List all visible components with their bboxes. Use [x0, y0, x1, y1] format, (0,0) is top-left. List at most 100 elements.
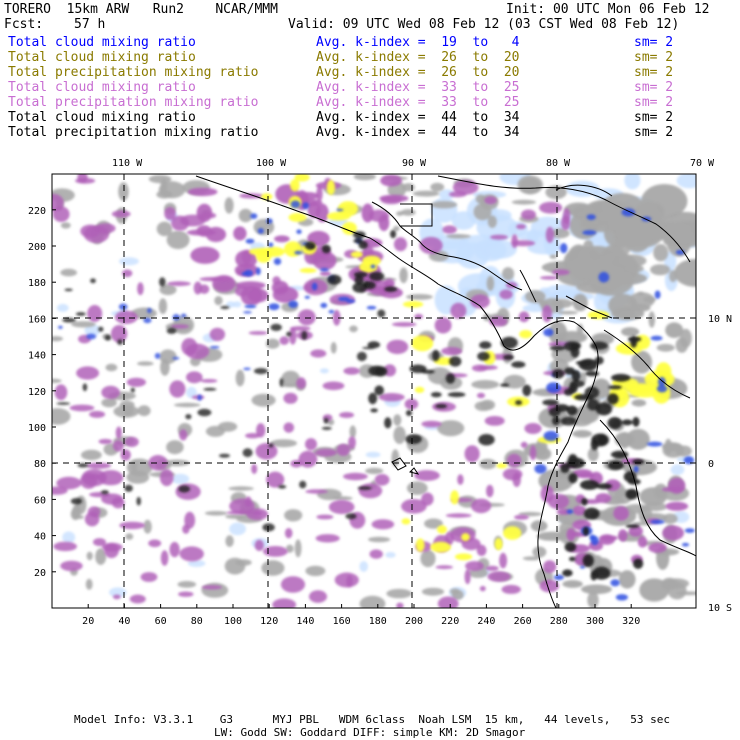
lon-label: 70 W — [690, 158, 715, 169]
yellow-precip-cell — [461, 533, 470, 542]
gray-cloud-cell — [225, 535, 234, 547]
gray-cloud-cell — [214, 296, 223, 306]
gray-cloud-cell — [270, 439, 298, 448]
gray-cloud-cell — [629, 304, 651, 312]
black-cloud-cell — [611, 373, 631, 382]
legend-field-name: Total cloud mixing ratio — [8, 110, 196, 125]
purple-cloud-cell — [521, 209, 536, 220]
purple-cloud-cell — [386, 339, 409, 355]
x-tick-label: 260 — [514, 616, 532, 627]
purple-cloud-field — [52, 174, 689, 608]
legend-sm: sm= 2 — [634, 125, 674, 140]
purple-cloud-cell — [255, 443, 278, 460]
light-blue-cloud-cell — [670, 464, 685, 476]
purple-cloud-cell — [543, 560, 557, 574]
black-cloud-cell — [590, 341, 608, 350]
yellow-precip-cell — [288, 212, 307, 222]
legend-sm: sm= 2 — [634, 50, 674, 65]
blue-cloud-cell — [633, 465, 639, 473]
x-tick-label: 80 — [191, 616, 203, 627]
gray-cloud-cell — [137, 361, 154, 366]
black-cloud-cell — [185, 414, 192, 420]
black-cloud-cell — [625, 524, 640, 528]
black-cloud-cell — [607, 417, 622, 430]
black-cloud-cell — [220, 305, 230, 310]
physics-info: LW: Godd SW: Goddard DIFF: simple KM: 2D… — [214, 726, 526, 739]
gray-cloud-cell — [400, 209, 416, 216]
legend-field-name: Total precipitation mixing ratio — [8, 95, 259, 110]
black-cloud-cell — [435, 404, 448, 409]
purple-cloud-cell — [53, 541, 77, 552]
blue-cloud-cell — [610, 579, 620, 587]
purple-cloud-cell — [89, 410, 106, 418]
gray-cloud-cell — [562, 580, 583, 588]
blue-cloud-cell — [370, 264, 376, 269]
gray-cloud-cell — [359, 595, 386, 608]
gray-cloud-cell — [251, 393, 276, 407]
gray-cloud-cell — [412, 190, 440, 197]
purple-cloud-cell — [284, 528, 293, 539]
galapagos-islands — [391, 457, 420, 475]
blue-cloud-cell — [304, 295, 310, 299]
purple-cloud-cell — [378, 214, 390, 232]
yucatan-outline — [400, 203, 433, 227]
x-tick-label: 60 — [155, 616, 167, 627]
black-cloud-cell — [405, 410, 413, 416]
legend-sm: sm= 2 — [634, 65, 674, 80]
gray-cloud-cell — [393, 414, 402, 426]
purple-cloud-cell — [248, 331, 268, 335]
light-blue-cloud-cell — [508, 221, 528, 236]
x-tick-label: 100 — [224, 616, 242, 627]
gray-cloud-cell — [158, 298, 168, 315]
gray-cloud-cell — [52, 378, 62, 383]
black-cloud-cell — [98, 326, 104, 332]
black-cloud-cell — [323, 417, 329, 424]
purple-cloud-cell — [322, 381, 345, 391]
blue-cloud-cell — [288, 300, 299, 308]
yellow-precip-cell — [261, 193, 273, 201]
black-cloud-cell — [82, 383, 88, 392]
purple-cloud-cell — [421, 420, 442, 428]
blue-cloud-cell — [684, 528, 695, 533]
legend-field-name: Total precipitation mixing ratio — [8, 125, 259, 140]
purple-cloud-cell — [169, 380, 186, 398]
purple-cloud-cell — [235, 250, 258, 269]
purple-cloud-cell — [170, 324, 189, 329]
gray-cloud-cell — [674, 258, 696, 287]
purple-cloud-cell — [476, 392, 486, 399]
black-cloud-cell — [104, 334, 112, 341]
purple-cloud-cell — [101, 542, 123, 552]
gray-cloud-cell — [538, 407, 568, 429]
legend-sm: sm= 2 — [634, 110, 674, 125]
gray-cloud-cell — [621, 327, 640, 337]
purple-cloud-cell — [379, 194, 409, 203]
gray-cloud-cell — [86, 551, 93, 561]
gray-cloud-cell — [265, 338, 280, 349]
purple-cloud-cell — [167, 281, 191, 287]
purple-cloud-cell — [179, 546, 204, 562]
purple-cloud-cell — [112, 440, 124, 452]
andes-border — [599, 419, 696, 557]
gray-cloud-cell — [60, 222, 71, 229]
black-cloud-field — [56, 230, 645, 581]
black-cloud-cell — [101, 490, 109, 495]
black-cloud-cell — [299, 480, 307, 489]
purple-cloud-cell — [668, 477, 686, 494]
light-blue-cloud-cell — [676, 174, 696, 189]
gray-cloud-cell — [74, 515, 84, 519]
gray-cloud-cell — [349, 425, 357, 439]
purple-cloud-cell — [244, 496, 252, 508]
gray-cloud-cell — [406, 294, 433, 300]
black-cloud-cell — [549, 345, 566, 351]
gray-cloud-cell — [549, 254, 557, 259]
light-blue-cloud-cell — [118, 257, 139, 266]
gray-cloud-cell — [618, 570, 636, 589]
legend-kindex: Avg. k-index = 33 to 25 — [316, 80, 520, 95]
gray-cloud-cell — [294, 539, 302, 558]
purple-cloud-cell — [148, 455, 168, 471]
yellow-precip-cell — [434, 357, 454, 366]
purple-cloud-cell — [514, 514, 529, 520]
blue-cloud-cell — [266, 218, 273, 224]
purple-cloud-cell — [246, 508, 269, 521]
purple-cloud-cell — [448, 191, 467, 198]
